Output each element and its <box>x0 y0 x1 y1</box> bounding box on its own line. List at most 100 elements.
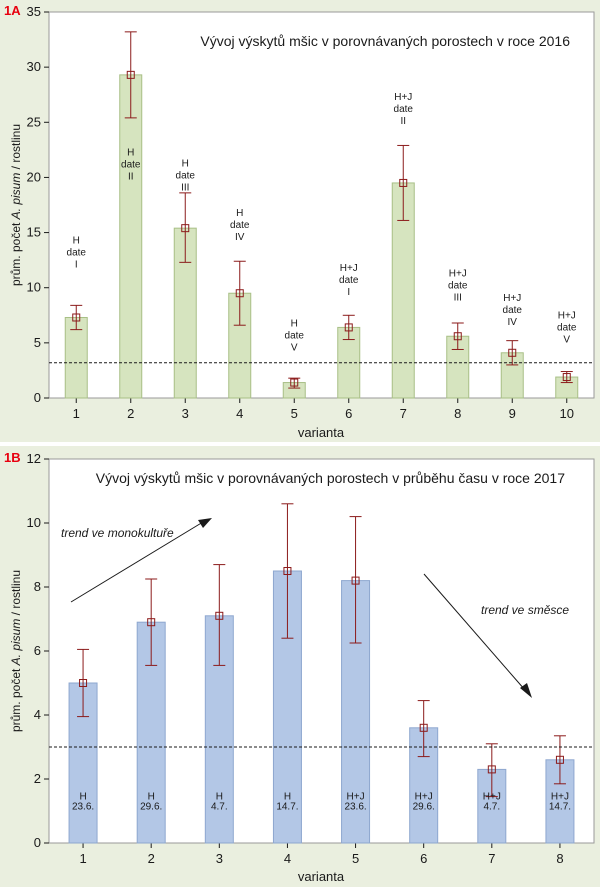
x-tick-label: 8 <box>556 851 563 866</box>
bar-label: 14.7. <box>549 801 571 812</box>
x-tick-label: 1 <box>79 851 86 866</box>
panel-1b-x-axis-label: varianta <box>298 869 345 884</box>
bar-label: date <box>503 305 523 316</box>
bar-label: 4.7. <box>211 801 228 812</box>
y-tick-label: 8 <box>34 579 41 594</box>
panel-1b-plot-frame <box>48 458 595 844</box>
panel-1b-title: Vývoj výskytů mšic v porovnávaných poros… <box>96 470 565 486</box>
y-tick-label: 25 <box>27 114 41 129</box>
trend-mixture-annotation: trend ve směsce <box>481 603 569 617</box>
panel-1a-x-axis-label: varianta <box>298 425 345 440</box>
x-tick-label: 3 <box>216 851 223 866</box>
y-tick-label: 35 <box>27 4 41 19</box>
y-tick-label: 6 <box>34 643 41 658</box>
y-tick-label: 12 <box>27 451 41 466</box>
bar-label: II <box>128 171 134 182</box>
mean-marker <box>453 332 462 341</box>
panel-1a-title: Vývoj výskytů mšic v porovnávaných poros… <box>200 33 570 49</box>
bar-label: 29.6. <box>140 801 162 812</box>
bar-label: H <box>284 791 291 802</box>
bar-label: V <box>563 335 570 346</box>
mean-marker <box>181 224 190 233</box>
trend-monoculture-annotation: trend ve monokultuře <box>61 526 174 540</box>
mean-marker <box>147 618 156 627</box>
x-tick-label: 9 <box>509 406 516 421</box>
bar-label: date <box>176 170 196 181</box>
bar-label: IV <box>235 232 245 243</box>
bar-label: H <box>182 158 189 169</box>
panel-1a-y-axis-label: prům. počet A. pisum / rostlinu <box>9 124 23 286</box>
panel-1b-bar-labels: H23.6.H29.6.H4.7.H14.7.H+J23.6.H+J29.6.H… <box>72 791 571 812</box>
x-tick-label: 5 <box>352 851 359 866</box>
x-tick-label: 7 <box>488 851 495 866</box>
y-tick-label: 15 <box>27 225 41 240</box>
bar-label: 4.7. <box>483 801 500 812</box>
mean-marker <box>235 289 244 298</box>
mean-marker <box>79 679 88 687</box>
panel-divider <box>0 442 600 446</box>
x-tick-label: 6 <box>345 406 352 421</box>
y-tick-label: 4 <box>34 707 41 722</box>
bar-label: date <box>285 330 305 341</box>
bar-label: H <box>148 791 155 802</box>
bar-label: I <box>75 260 78 271</box>
bar-label: H+J <box>483 791 501 802</box>
bar-label: H+J <box>347 791 365 802</box>
bar-label: II <box>400 116 406 127</box>
mean-marker <box>290 378 299 387</box>
mean-marker <box>344 323 353 332</box>
mean-marker <box>215 611 224 620</box>
y-tick-label: 0 <box>34 390 41 405</box>
bar-label: H+J <box>503 293 521 304</box>
bar-label: III <box>181 182 189 193</box>
bar <box>119 74 143 399</box>
bar-label: date <box>557 323 577 334</box>
bar-label: H <box>73 236 80 247</box>
bar-label: IV <box>508 317 518 328</box>
x-tick-label: 5 <box>291 406 298 421</box>
x-tick-label: 3 <box>182 406 189 421</box>
panel-1a-y-axis: 0 5 10 15 20 25 30 35 1 2 3 4 5 6 7 8 9 10 <box>27 4 574 421</box>
bar-label: 23.6. <box>72 801 94 812</box>
y-tick-label: 30 <box>27 59 41 74</box>
mean-marker <box>487 765 496 774</box>
bar-label: date <box>121 159 141 170</box>
trend-monoculture-arrowhead <box>198 518 212 528</box>
x-tick-label: 2 <box>127 406 134 421</box>
panel-1a-bar-labels: HdateIHdateIIHdateIIIHdateIVHdateVH+Jdat… <box>67 92 577 353</box>
bar-label: date <box>339 275 359 286</box>
bar-label: H <box>127 147 134 158</box>
trend-mixture-arrowhead <box>520 683 532 698</box>
bar-label: V <box>291 342 298 353</box>
bar-label: H <box>236 208 243 219</box>
panel-1b-bars <box>49 503 594 844</box>
bar-label: III <box>454 293 462 304</box>
bar-label: H <box>79 791 86 802</box>
bar-label: H+J <box>394 92 412 103</box>
x-tick-label: 1 <box>73 406 80 421</box>
bar-label: date <box>230 220 250 231</box>
bar-label: H+J <box>449 269 467 280</box>
bar-label: date <box>67 248 87 259</box>
mean-marker <box>555 755 564 764</box>
x-tick-label: 10 <box>560 406 574 421</box>
mean-marker <box>351 576 360 585</box>
bar-label: H <box>216 791 223 802</box>
mean-marker <box>283 567 292 575</box>
mean-marker <box>419 723 428 732</box>
x-tick-label: 7 <box>400 406 407 421</box>
panel-1b-label: 1B <box>4 450 21 465</box>
trend-monoculture-arrow <box>70 521 204 603</box>
x-tick-label: 2 <box>148 851 155 866</box>
y-tick-label: 10 <box>27 280 41 295</box>
bar-label: H <box>291 318 298 329</box>
x-tick-label: 4 <box>284 851 291 866</box>
bar-label: date <box>394 104 414 115</box>
x-tick-label: 6 <box>420 851 427 866</box>
y-tick-label: 5 <box>34 335 41 350</box>
y-tick-label: 2 <box>34 771 41 786</box>
panel-1a-bars <box>49 31 594 399</box>
bar-label: H+J <box>340 263 358 274</box>
